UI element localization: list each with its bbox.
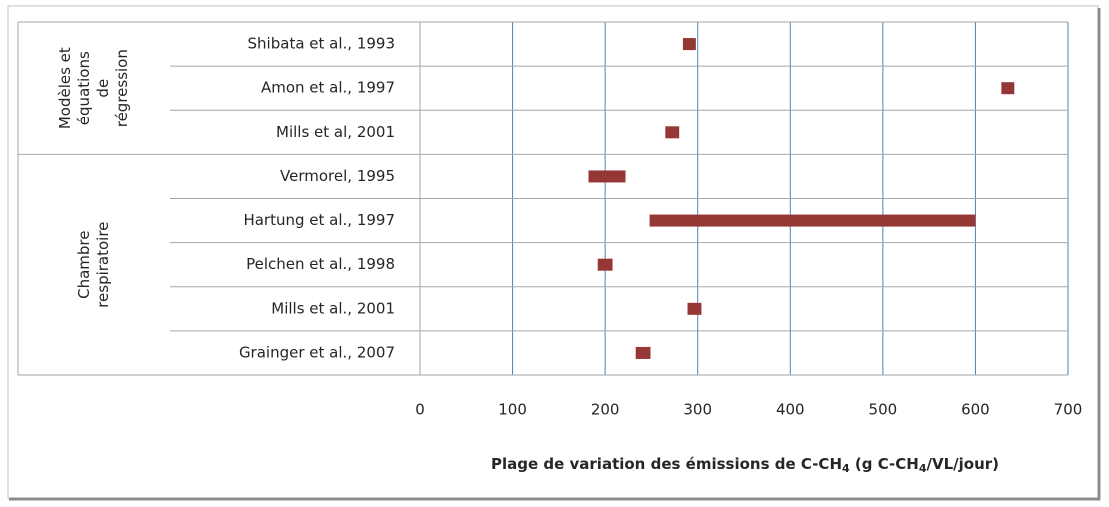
range-bar — [649, 214, 976, 227]
group-label: respiratoire — [94, 222, 112, 308]
category-label: Grainger et al., 2007 — [239, 343, 395, 361]
frame — [7, 5, 1099, 499]
category-label: Hartung et al., 1997 — [243, 211, 395, 229]
range-bar — [597, 258, 613, 271]
x-label-part: /VL/jour) — [927, 455, 1000, 473]
group-label: Modèles et — [56, 47, 74, 129]
category-label: Shibata et al., 1993 — [248, 35, 395, 53]
group-label: Chambre — [75, 231, 93, 299]
range-bar — [682, 38, 696, 51]
x-tick-label: 200 — [591, 401, 620, 419]
x-tick-label: 500 — [869, 401, 898, 419]
category-label: Mills et al., 2001 — [271, 299, 395, 317]
x-tick-label: 700 — [1054, 401, 1083, 419]
range-bar — [687, 302, 702, 315]
group-label: de — [94, 79, 112, 98]
group-label: régression — [113, 49, 131, 127]
category-label: Vermorel, 1995 — [280, 167, 395, 185]
x-tick-label: 600 — [961, 401, 990, 419]
x-tick-label: 400 — [776, 401, 805, 419]
x-label-part: Plage de variation des émissions de C-CH — [491, 455, 842, 473]
x-label-part: (g C-CH — [850, 455, 919, 473]
x-tick-label: 0 — [415, 401, 425, 419]
category-label: Mills et al, 2001 — [276, 123, 395, 141]
range-bar — [1001, 82, 1015, 95]
x-axis-label: Plage de variation des émissions de C-CH… — [491, 455, 999, 476]
category-label: Amon et al., 1997 — [261, 79, 395, 97]
x-label-sub: 4 — [842, 462, 850, 475]
range-bar — [588, 170, 626, 183]
x-label-sub: 4 — [919, 462, 927, 475]
x-tick-label: 300 — [683, 401, 712, 419]
range-bar — [665, 126, 680, 139]
group-label: équations — [75, 51, 93, 125]
range-bar — [635, 346, 651, 359]
x-tick-label: 100 — [498, 401, 527, 419]
category-label: Pelchen et al., 1998 — [246, 255, 395, 273]
